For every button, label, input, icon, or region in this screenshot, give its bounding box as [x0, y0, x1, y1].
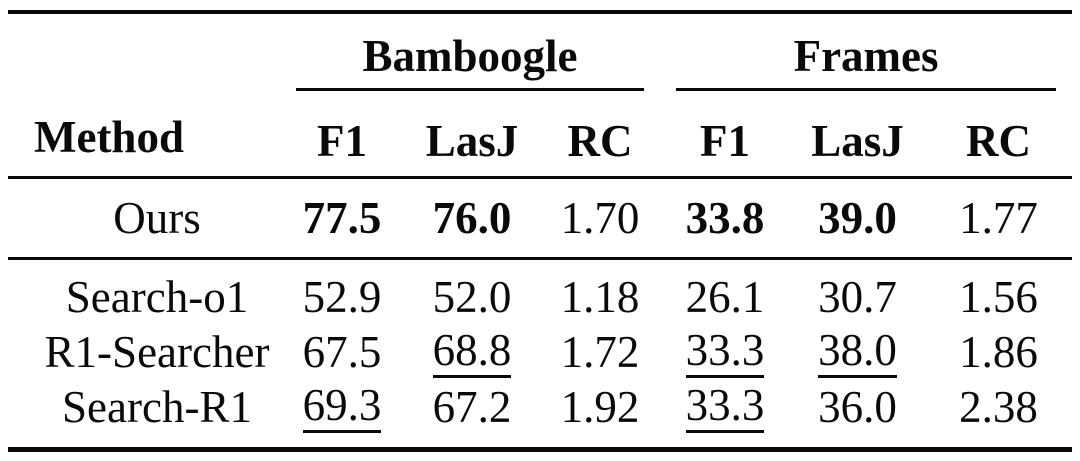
metric-value: 67.2	[432, 382, 512, 432]
metric-value: 39.0	[818, 192, 897, 243]
metric-cell: 1.86	[925, 325, 1072, 380]
metric-value: 38.0	[818, 327, 897, 378]
table-row-ours: Ours 77.5 76.0 1.70 33.8 39.0 1.77	[8, 177, 1073, 260]
metric-value: 33.3	[685, 382, 765, 433]
group-label-frames: Frames	[676, 34, 1057, 91]
metric-cell: 68.8	[404, 325, 540, 380]
metric-cell: 76.0	[404, 177, 540, 260]
metric-cell: 36.0	[790, 380, 925, 450]
metric-value: 77.5	[302, 192, 382, 243]
metric-value: 1.70	[560, 192, 640, 243]
results-table: Method Bamboogle Frames F1 LasJ RC F1 La…	[8, 10, 1073, 452]
header-bamboogle-f1: F1	[280, 91, 404, 179]
method-name: Ours	[8, 177, 280, 260]
metric-value: 30.7	[818, 272, 897, 322]
header-bamboogle-lasj: LasJ	[404, 91, 540, 179]
metric-cell: 1.56	[925, 259, 1072, 326]
metric-cell: 33.3	[660, 325, 790, 380]
table-row-r1-searcher: R1-Searcher 67.5 68.8 1.72 33.3 38.0 1.8…	[8, 325, 1072, 380]
metric-value: 67.5	[302, 327, 382, 377]
method-name: R1-Searcher	[44, 327, 270, 377]
header-bamboogle-rc: RC	[540, 91, 661, 179]
metric-value: 1.18	[560, 272, 640, 322]
metric-cell: 52.9	[280, 259, 404, 326]
metric-value: 1.92	[560, 382, 640, 432]
metric-cell: 67.2	[404, 380, 540, 450]
table-row-search-o1: Search-o1 52.9 52.0 1.18 26.1 30.7 1.56	[8, 259, 1072, 326]
header-frames-rc: RC	[925, 91, 1073, 179]
metric-value: 1.56	[959, 272, 1038, 322]
metric-cell: 1.92	[540, 380, 660, 450]
metric-cell: 33.3	[660, 380, 790, 450]
metric-value: 52.9	[302, 272, 382, 322]
metric-value: 76.0	[432, 192, 512, 243]
metric-cell: 39.0	[790, 177, 926, 260]
column-group-frames: Frames	[660, 12, 1072, 91]
table-row-search-r1: Search-R1 69.3 67.2 1.92 33.3 36.0 2.38	[8, 380, 1072, 450]
metric-cell: 1.70	[540, 177, 661, 260]
metric-cell: 1.77	[925, 177, 1073, 260]
method-name: Search-R1	[62, 382, 252, 432]
metric-cell: 38.0	[790, 325, 925, 380]
subcolumn-header-row: F1 LasJ RC F1 LasJ RC	[8, 91, 1073, 179]
metric-cell: 26.1	[660, 259, 790, 326]
method-name: Search-o1	[65, 272, 249, 322]
ours-section: Ours 77.5 76.0 1.70 33.8 39.0 1.77	[8, 177, 1073, 260]
metric-value: 69.3	[302, 382, 382, 433]
metric-value: 1.72	[560, 327, 640, 377]
metric-cell: 2.38	[925, 380, 1072, 450]
header-frames-lasj: LasJ	[790, 91, 926, 179]
baselines-section: Search-o1 52.9 52.0 1.18 26.1 30.7 1.56 …	[8, 259, 1072, 450]
table-header: Method Bamboogle Frames F1 LasJ RC F1 La…	[8, 12, 1073, 179]
metric-value: 68.8	[432, 327, 512, 378]
metric-cell: 1.72	[540, 325, 660, 380]
metric-cell: 30.7	[790, 259, 925, 326]
metric-value: 52.0	[432, 272, 512, 322]
metric-value: 33.8	[685, 192, 765, 243]
metric-cell: 1.18	[540, 259, 660, 326]
header-frames-f1: F1	[660, 91, 791, 179]
metric-cell: 77.5	[280, 177, 404, 260]
method-column-header: Method	[8, 12, 280, 179]
group-label-bamboogle: Bamboogle	[296, 34, 645, 91]
metric-cell: 52.0	[404, 259, 540, 326]
column-group-row: Method Bamboogle Frames	[8, 12, 1072, 179]
column-group-bamboogle: Bamboogle	[280, 12, 660, 91]
metric-value: 2.38	[959, 382, 1038, 432]
metric-value: 1.86	[959, 327, 1038, 377]
metric-value: 33.3	[685, 327, 765, 378]
metric-cell: 33.8	[660, 177, 791, 260]
metric-cell: 69.3	[280, 380, 404, 450]
metric-value: 26.1	[685, 272, 765, 322]
metric-value: 36.0	[818, 382, 897, 432]
metric-value: 1.77	[959, 192, 1038, 243]
metric-cell: 67.5	[280, 325, 404, 380]
